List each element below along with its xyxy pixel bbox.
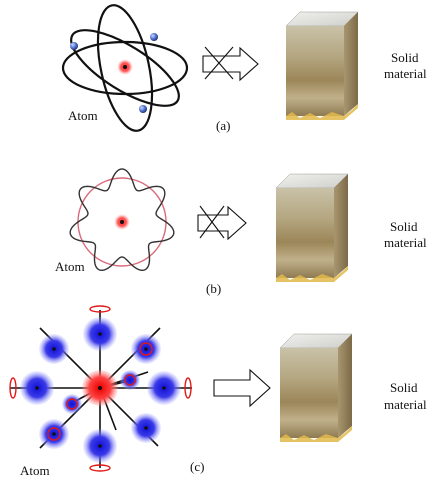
- panel-a: Atom Solid material (a): [61, 4, 427, 133]
- orbit-diagonal: [70, 29, 180, 107]
- solid-label: material: [384, 66, 427, 81]
- nucleus-core: [123, 65, 127, 69]
- electron-cloud: [120, 370, 140, 390]
- solid-label: material: [384, 397, 427, 412]
- electron-cloud: [62, 394, 82, 414]
- cross-line: [199, 205, 225, 239]
- orbit-vertical: [96, 4, 154, 132]
- solid-label: Solid: [391, 50, 419, 65]
- plain-arrow: [213, 368, 271, 408]
- nucleus-core: [98, 386, 102, 390]
- solid-label: material: [384, 235, 427, 250]
- cross-line: [204, 46, 234, 80]
- solid-cube: [285, 11, 359, 121]
- atom-bohr-model: [61, 4, 189, 132]
- standing-wave: [69, 168, 175, 272]
- spin-rings: [9, 305, 192, 472]
- electron: [70, 42, 78, 50]
- nucleus-core: [120, 220, 124, 224]
- solid-label: Solid: [390, 219, 418, 234]
- solid-cube: [279, 333, 353, 443]
- panel-c: Atom Solid material (c): [9, 305, 427, 478]
- atom-label: Atom: [55, 259, 85, 274]
- crossed-arrow: [202, 46, 259, 82]
- panel-b: Atom Solid material (b): [55, 168, 427, 296]
- crossed-arrow: [197, 205, 247, 241]
- solid-cube: [275, 173, 349, 283]
- electron: [150, 33, 158, 41]
- solid-label: Solid: [390, 380, 418, 395]
- caption-a: (a): [216, 118, 230, 133]
- atom-label: Atom: [20, 463, 50, 478]
- lattice-dots: [35, 332, 166, 448]
- electron: [139, 105, 147, 113]
- atom-label: Atom: [68, 108, 98, 123]
- caption-c: (c): [190, 459, 204, 474]
- caption-b: (b): [206, 281, 221, 296]
